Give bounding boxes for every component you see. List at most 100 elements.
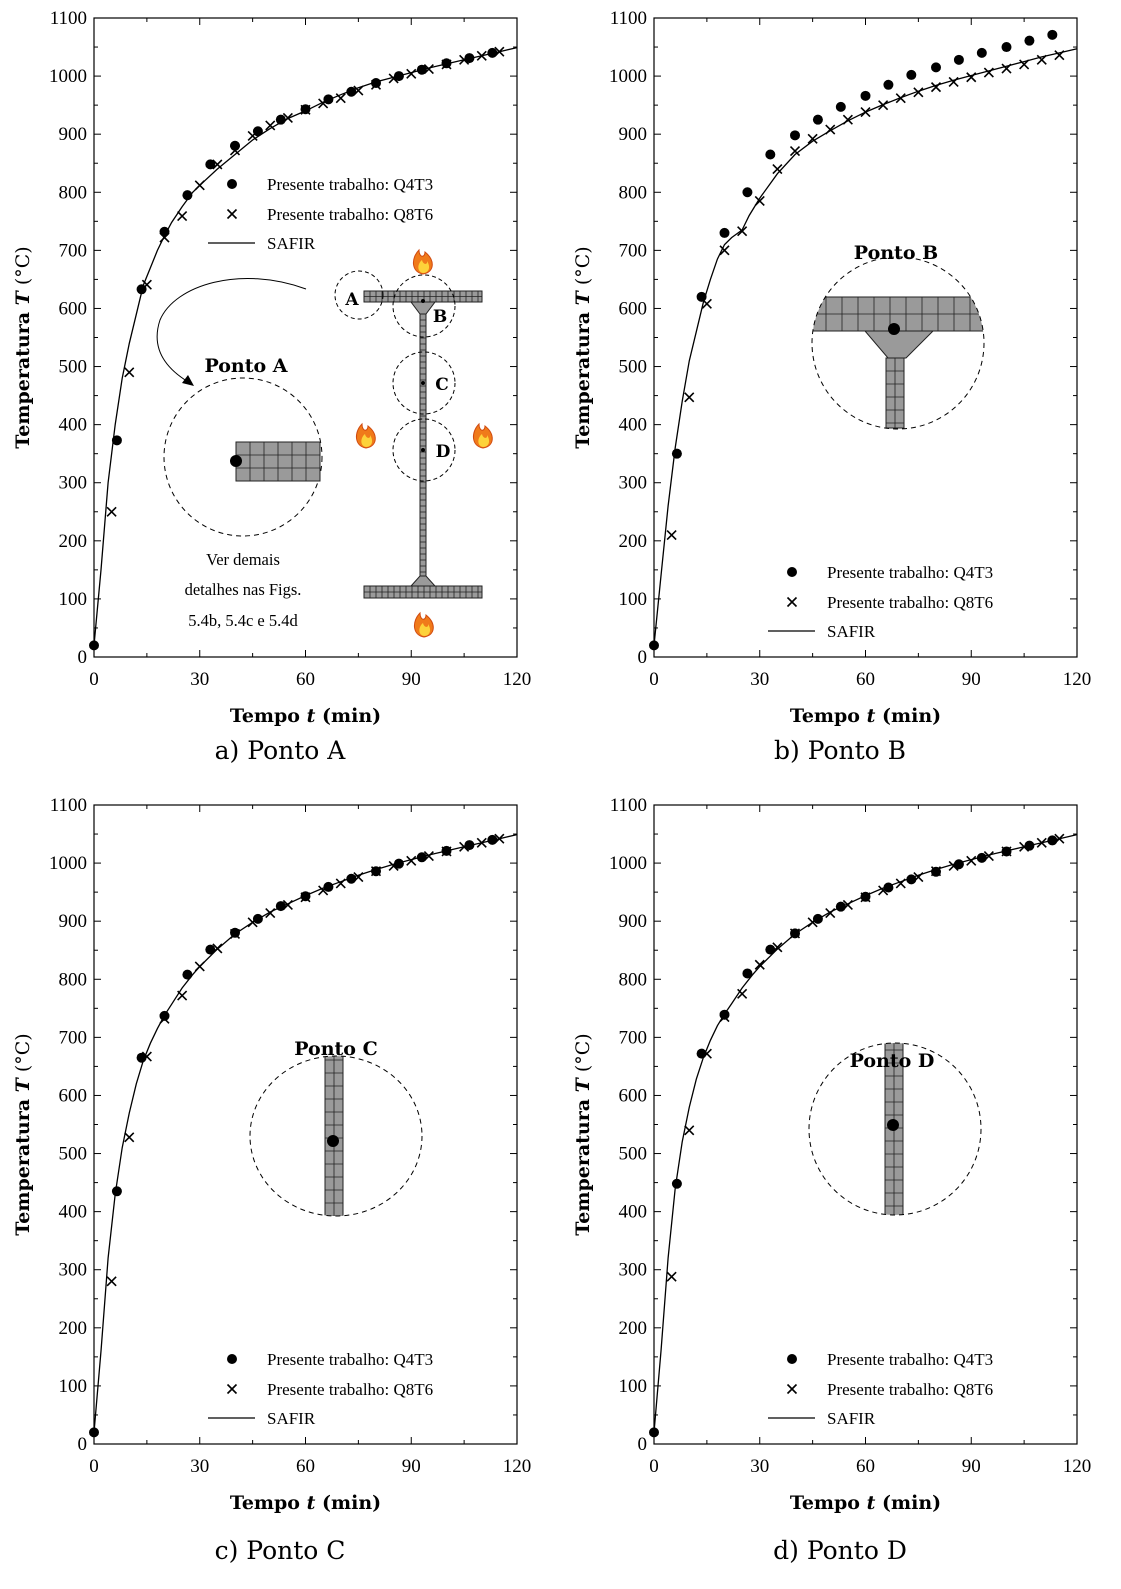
point-q8t6 bbox=[441, 846, 452, 857]
detail-circle-d bbox=[808, 1042, 982, 1216]
point-q4t3 bbox=[323, 94, 334, 105]
point-q8t6 bbox=[701, 298, 712, 309]
chart-c-svg: 0 100 200 300 400 500 600 700 800 900 1000 1100 0 30 6… bbox=[12, 795, 531, 1514]
note-line-3: 5.4b, 5.4c e 5.4d bbox=[188, 611, 298, 630]
point-q8t6 bbox=[282, 899, 293, 910]
point-q8t6 bbox=[300, 892, 311, 903]
point-q8t6 bbox=[318, 98, 329, 109]
legend-marker-q4t3 bbox=[227, 179, 237, 189]
x-tick-label: 30 bbox=[750, 669, 769, 690]
point-q8t6 bbox=[388, 73, 399, 84]
point-q8t6 bbox=[177, 990, 188, 1001]
y-tick-label: 600 bbox=[619, 1085, 648, 1106]
legend-label-q8t6: Presente trabalho: Q8T6 bbox=[827, 593, 993, 612]
y-tick-label: 100 bbox=[619, 589, 648, 610]
legend-label-q4t3: Presente trabalho: Q4T3 bbox=[827, 1350, 993, 1369]
y-tick-label: 100 bbox=[59, 589, 88, 610]
y-tick-label: 200 bbox=[619, 1318, 648, 1339]
y-tick-label: 1000 bbox=[609, 853, 647, 874]
legend: Presente trabalho: Q4T3 Presente trabalho… bbox=[768, 563, 993, 641]
series-line-safir bbox=[653, 833, 1078, 1433]
point-q8t6 bbox=[1054, 833, 1065, 844]
detail-circle-b bbox=[811, 256, 985, 430]
arrow-head bbox=[182, 375, 194, 386]
series-line-safir bbox=[93, 46, 518, 646]
caption-b: b) Ponto B bbox=[773, 736, 907, 765]
flame-icon-core bbox=[361, 434, 373, 447]
y-tick-label: 700 bbox=[619, 240, 648, 261]
web bbox=[419, 301, 427, 587]
y-tick-label: 0 bbox=[638, 647, 648, 668]
point-q4t3 bbox=[1001, 42, 1012, 53]
point-q8t6 bbox=[948, 860, 959, 872]
point-q8t6 bbox=[141, 279, 152, 290]
point-q8t6 bbox=[141, 1051, 152, 1062]
point-q8t6 bbox=[807, 133, 818, 144]
point-q4t3 bbox=[1047, 835, 1058, 846]
flame-icon-core bbox=[419, 623, 431, 636]
arrow-curve bbox=[156, 278, 307, 384]
y-tick-label: 1000 bbox=[49, 853, 87, 874]
point-q4t3 bbox=[1047, 29, 1058, 40]
y-tick-label: 600 bbox=[619, 298, 648, 319]
point-q8t6 bbox=[913, 87, 924, 98]
chart-panel-b: 0 100 200 300 400 500 600 700 800 900 1000 1100 0 30 6… bbox=[560, 0, 1120, 794]
inset-title-c: Ponto C bbox=[294, 1038, 377, 1060]
point-q8t6 bbox=[807, 917, 818, 928]
x-axis-title: Tempo t (min) bbox=[230, 1492, 381, 1514]
point-q8t6 bbox=[459, 54, 470, 65]
point-q4t3 bbox=[860, 90, 871, 101]
detail-point-c bbox=[327, 1135, 339, 1147]
point-q4t3 bbox=[371, 78, 381, 89]
y-tick-label: 200 bbox=[619, 531, 648, 552]
legend-marker-q8t6 bbox=[226, 1383, 238, 1395]
point-q8t6 bbox=[441, 59, 452, 70]
y-tick-label: 100 bbox=[59, 1376, 88, 1397]
section-dot-c bbox=[421, 381, 425, 385]
point-q8t6 bbox=[159, 1013, 170, 1024]
point-q8t6 bbox=[212, 943, 223, 954]
chart-b-svg: 0 100 200 300 400 500 600 700 800 900 1000 1100 0 30 6… bbox=[572, 8, 1091, 727]
detail-circle-c bbox=[249, 1055, 423, 1217]
y-tick-label: 800 bbox=[59, 969, 88, 990]
section-dot-d bbox=[421, 448, 425, 452]
section-circle-a bbox=[334, 270, 384, 320]
section-circle-b bbox=[392, 274, 456, 338]
chart-a: 0 100 200 300 400 500 600 700 800 900 1000 1100 0 30 6… bbox=[12, 8, 531, 727]
chart-panel-a: 0 100 200 300 400 500 600 700 800 900 1000 1100 0 30 6… bbox=[0, 0, 560, 794]
point-q4t3 bbox=[159, 1010, 170, 1021]
y-tick-label: 500 bbox=[619, 357, 648, 378]
y-axis-title: Temperatura T (°C) bbox=[572, 1033, 594, 1235]
point-q4t3 bbox=[696, 1048, 707, 1059]
point-q8t6 bbox=[1019, 59, 1030, 70]
plot-frame bbox=[653, 17, 1078, 658]
point-q4t3 bbox=[671, 1178, 682, 1189]
point-q4t3 bbox=[346, 873, 357, 884]
point-q8t6 bbox=[229, 928, 241, 940]
point-q8t6 bbox=[666, 1271, 677, 1282]
point-q4t3 bbox=[205, 159, 216, 170]
x-tick-label: 0 bbox=[649, 1456, 659, 1477]
point-q4t3 bbox=[883, 79, 894, 90]
series-line-safir bbox=[93, 833, 518, 1433]
x-tick-label: 90 bbox=[962, 1456, 981, 1477]
legend: Presente trabalho: Q4T3 Presente trabalho… bbox=[208, 175, 433, 253]
chart-c: 0 100 200 300 400 500 600 700 800 900 1000 1100 0 30 6… bbox=[12, 795, 531, 1514]
point-q8t6 bbox=[684, 1125, 695, 1136]
point-q8t6 bbox=[878, 100, 889, 111]
legend-label-q8t6: Presente trabalho: Q8T6 bbox=[267, 205, 433, 224]
point-q8t6 bbox=[423, 851, 434, 862]
point-q8t6 bbox=[860, 892, 871, 903]
detail-point-b bbox=[888, 323, 900, 335]
inset-title-d: Ponto D bbox=[850, 1050, 935, 1072]
point-q8t6 bbox=[842, 114, 853, 125]
y-axis-title: Temperatura T (°C) bbox=[12, 246, 34, 448]
point-q8t6 bbox=[860, 107, 871, 118]
point-q8t6 bbox=[983, 851, 994, 862]
point-q8t6 bbox=[930, 82, 942, 93]
legend-label-q8t6: Presente trabalho: Q8T6 bbox=[827, 1380, 993, 1399]
inset-title-a: Ponto A bbox=[204, 355, 287, 377]
point-q8t6 bbox=[772, 163, 783, 175]
point-q8t6 bbox=[895, 93, 906, 104]
section-circle-d bbox=[392, 418, 456, 482]
